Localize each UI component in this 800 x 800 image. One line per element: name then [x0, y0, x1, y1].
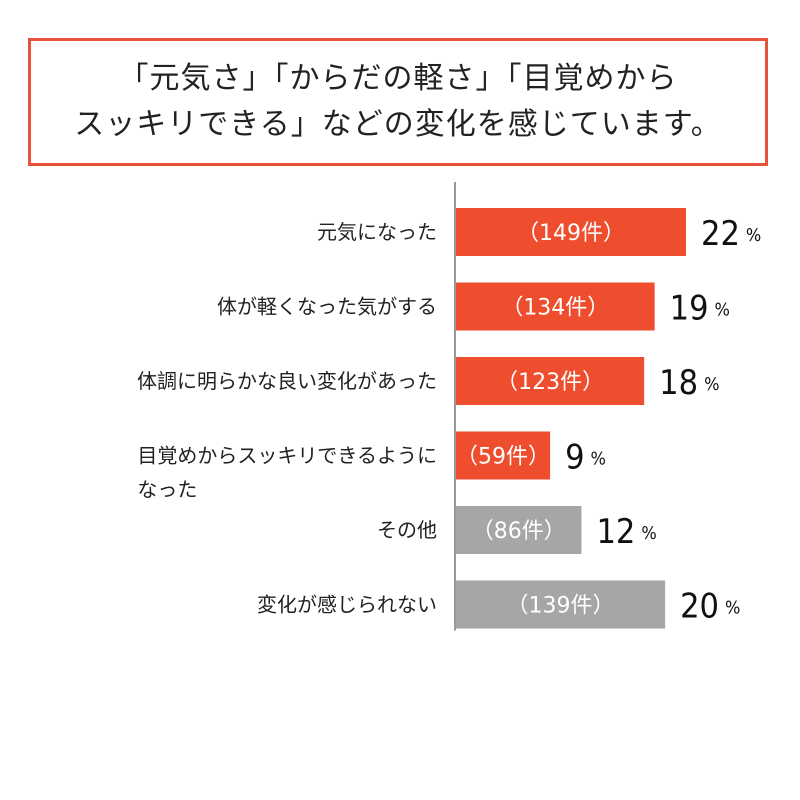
value-label: 9% — [565, 438, 606, 478]
bar-count-label: （123件） — [496, 370, 604, 395]
value-label: 19% — [670, 289, 730, 329]
category-label: 元気になった — [317, 220, 437, 244]
category-label: 体調に明らかな良い変化があった — [137, 369, 437, 393]
bar-count-label: （59件） — [456, 445, 550, 470]
bar-count-label: （149件） — [517, 221, 625, 246]
category-label: 体が軽くなった気がする — [217, 295, 437, 319]
bar — [456, 282, 655, 331]
headline-line-2: スッキリできる」などの変化を感じています。 — [74, 107, 722, 142]
bar-count-label: （86件） — [472, 519, 566, 544]
value-label: 18% — [659, 363, 719, 403]
category-label: 変化が感じられない — [257, 593, 437, 617]
category-label: その他 — [377, 518, 437, 542]
headline-box: 「元気さ」「からだの軽さ」「目覚めから スッキリできる」などの変化を感じています… — [28, 38, 768, 166]
bar — [456, 580, 666, 629]
bar — [456, 506, 582, 554]
bar — [456, 208, 686, 256]
bar-count-label: （139件） — [507, 594, 615, 619]
value-label: 22% — [701, 214, 761, 254]
category-label-line2: なった — [137, 478, 197, 502]
headline-line-1: 「元気さ」「からだの軽さ」「目覚めから — [118, 61, 678, 96]
bar — [456, 357, 645, 405]
value-label: 20% — [680, 587, 740, 627]
bar-count-label: （134件） — [501, 296, 609, 321]
value-label: 12% — [596, 512, 656, 552]
category-label: 目覚めからスッキリできるように — [137, 444, 437, 468]
bar — [456, 431, 551, 480]
